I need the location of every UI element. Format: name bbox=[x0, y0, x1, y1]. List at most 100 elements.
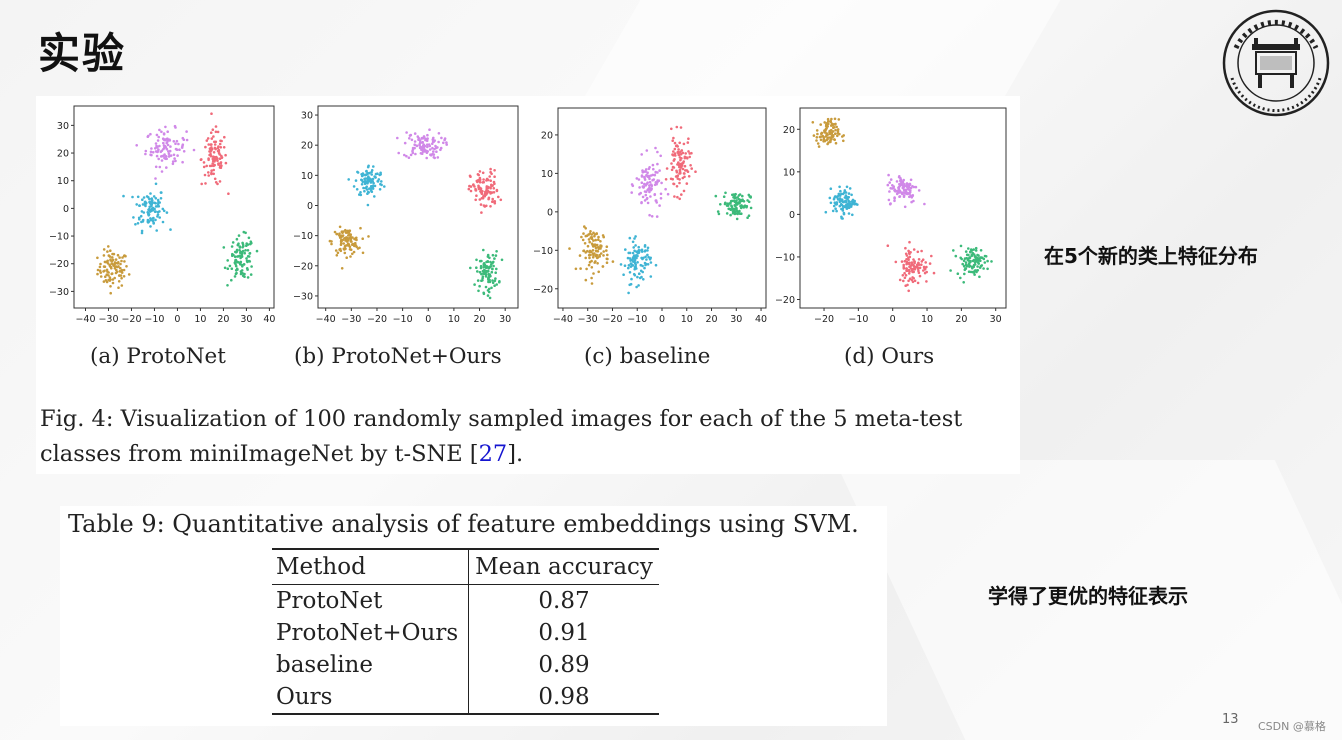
scatter-point bbox=[420, 148, 423, 152]
scatter-point bbox=[836, 128, 840, 131]
scatter-point bbox=[219, 162, 222, 165]
scatter-point bbox=[833, 117, 837, 121]
scatter-point bbox=[918, 266, 922, 270]
scatter-point bbox=[730, 199, 734, 203]
scatter-point bbox=[488, 265, 492, 269]
scatter-point bbox=[903, 188, 906, 192]
scatter-point bbox=[148, 205, 151, 209]
scatter-point bbox=[431, 142, 434, 145]
scatter-point bbox=[500, 258, 504, 262]
scatter-point bbox=[210, 143, 213, 146]
scatter-point bbox=[841, 192, 845, 196]
scatter-point bbox=[956, 272, 960, 275]
scatter-point bbox=[908, 240, 911, 244]
scatter-point bbox=[491, 279, 494, 282]
scatter-point bbox=[830, 132, 833, 135]
scatter-point bbox=[366, 182, 369, 185]
table-row: ProtoNet+Ours 0.91 bbox=[272, 617, 659, 649]
x-tick-label: −20 bbox=[121, 314, 141, 325]
scatter-point bbox=[633, 260, 636, 264]
scatter-point bbox=[174, 147, 178, 151]
scatter-point bbox=[847, 206, 851, 209]
scatter-point bbox=[226, 284, 229, 287]
scatter-point bbox=[211, 157, 215, 161]
panel-label-b: (b) ProtoNet+Ours bbox=[294, 344, 502, 369]
scatter-point bbox=[724, 201, 727, 205]
scatter-point bbox=[487, 196, 491, 200]
scatter-point bbox=[900, 191, 904, 195]
scatter-point bbox=[344, 231, 348, 234]
scatter-point bbox=[493, 182, 496, 186]
scatter-point bbox=[724, 191, 727, 195]
x-tick-label: 40 bbox=[263, 314, 275, 325]
scatter-point bbox=[365, 170, 368, 173]
scatter-point bbox=[150, 153, 153, 157]
scatter-point bbox=[568, 247, 571, 250]
y-tick-label: 20 bbox=[541, 130, 553, 141]
scatter-point bbox=[356, 171, 360, 174]
scatter-point bbox=[635, 254, 638, 257]
scatter-point bbox=[491, 253, 495, 257]
scatter-point bbox=[233, 255, 237, 258]
scatter-point bbox=[959, 276, 962, 280]
scatter-point bbox=[590, 276, 593, 280]
scatter-point bbox=[912, 248, 916, 251]
scatter-point bbox=[831, 209, 835, 213]
scatter-point bbox=[421, 140, 425, 144]
scatter-point bbox=[690, 151, 693, 155]
scatter-point bbox=[120, 271, 124, 274]
scatter-point bbox=[217, 145, 220, 148]
scatter-point bbox=[815, 139, 818, 142]
scatter-point bbox=[96, 272, 99, 276]
scatter-point bbox=[628, 271, 632, 274]
scatter-point bbox=[676, 151, 680, 154]
scatter-point bbox=[640, 175, 644, 178]
x-tick-label: −20 bbox=[602, 314, 622, 325]
y-tick-label: 10 bbox=[57, 176, 69, 187]
scatter-point bbox=[475, 194, 478, 197]
scatter-point bbox=[969, 250, 972, 254]
scatter-point bbox=[207, 174, 210, 177]
scatter-point bbox=[968, 256, 972, 259]
scatter-point bbox=[619, 263, 623, 266]
scatter-point bbox=[844, 199, 847, 203]
scatter-point bbox=[963, 257, 967, 260]
scatter-point bbox=[210, 172, 213, 176]
scatter-point bbox=[677, 161, 680, 164]
scatter-point bbox=[648, 213, 651, 217]
table-row: Ours 0.98 bbox=[272, 681, 659, 715]
scatter-point bbox=[595, 256, 599, 260]
scatter-point bbox=[491, 281, 495, 285]
scatter-point bbox=[122, 194, 125, 198]
scatter-point bbox=[478, 284, 481, 288]
scatter-point bbox=[687, 137, 690, 140]
scatter-point bbox=[722, 195, 726, 198]
scatter-point bbox=[738, 212, 742, 215]
x-tick-label: −30 bbox=[98, 314, 118, 325]
scatter-point bbox=[157, 135, 160, 139]
scatter-point bbox=[680, 157, 683, 160]
scatter-point bbox=[211, 128, 215, 131]
scatter-point bbox=[627, 264, 631, 267]
x-tick-label: 30 bbox=[990, 314, 1002, 325]
scatter-point bbox=[241, 241, 244, 245]
scatter-point bbox=[676, 195, 679, 199]
scatter-point bbox=[851, 213, 854, 217]
scatter-point bbox=[482, 178, 485, 181]
scatter-point bbox=[594, 243, 597, 246]
scatter-point bbox=[230, 278, 233, 282]
scatter-point bbox=[167, 152, 171, 155]
scatter-point bbox=[645, 149, 649, 152]
scatter-point bbox=[226, 259, 229, 262]
scatter-point bbox=[135, 203, 138, 206]
scatter-point bbox=[634, 235, 637, 238]
scatter-point bbox=[906, 191, 909, 195]
scatter-point bbox=[349, 234, 352, 238]
scatter-point bbox=[485, 177, 489, 181]
scatter-point bbox=[644, 168, 648, 171]
citation-link[interactable]: 27 bbox=[478, 441, 508, 467]
scatter-point bbox=[970, 253, 973, 257]
scatter-point bbox=[110, 272, 114, 275]
scatter-point bbox=[151, 151, 155, 154]
scatter-point bbox=[633, 237, 636, 240]
